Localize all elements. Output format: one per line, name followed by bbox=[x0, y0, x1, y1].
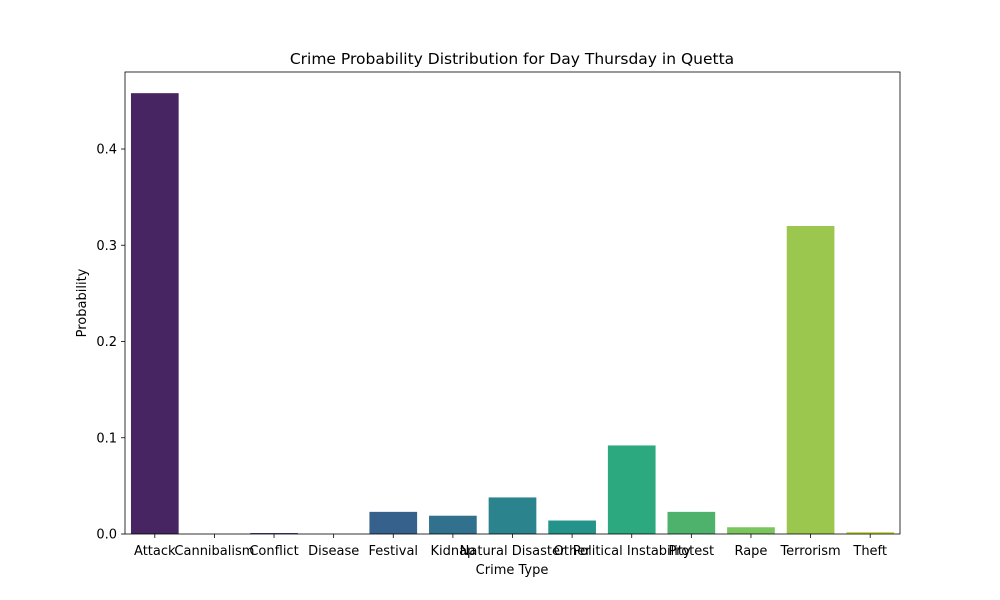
x-tick-label: Natural Disaster bbox=[460, 544, 566, 559]
bar-festival bbox=[369, 511, 418, 534]
x-tick-label: Kidnap bbox=[430, 544, 475, 559]
x-tick-label: Cannibalism bbox=[174, 544, 254, 559]
y-tick-label: 0.2 bbox=[96, 335, 117, 350]
x-tick-label: Political Instability bbox=[573, 544, 691, 559]
bar-natural-disaster bbox=[488, 497, 537, 534]
y-tick-label: 0.4 bbox=[96, 143, 117, 158]
x-tick-label: Rape bbox=[734, 544, 767, 559]
x-tick-label: Terrorism bbox=[779, 544, 840, 559]
x-tick-label: Other bbox=[554, 544, 592, 559]
x-tick-label: Attack bbox=[134, 544, 176, 559]
bar-other bbox=[548, 520, 596, 534]
x-axis-label: Crime Type bbox=[476, 563, 549, 578]
y-tick-label: 0.0 bbox=[96, 528, 117, 543]
bar-rape bbox=[727, 527, 775, 534]
x-tick-label: Protest bbox=[669, 544, 715, 559]
x-tick-label: Theft bbox=[852, 544, 887, 559]
bar-protest bbox=[667, 511, 716, 534]
bar-attack bbox=[130, 93, 179, 535]
y-axis-label: Probability bbox=[75, 268, 90, 337]
chart-title: Crime Probability Distribution for Day T… bbox=[290, 50, 734, 68]
bar-terrorism bbox=[786, 226, 835, 534]
x-tick-label: Festival bbox=[369, 544, 419, 559]
bar-theft bbox=[846, 532, 895, 534]
bar-kidnap bbox=[429, 515, 477, 534]
x-tick-label: Conflict bbox=[249, 544, 298, 559]
y-tick-label: 0.1 bbox=[96, 431, 117, 446]
y-tick-label: 0.3 bbox=[96, 239, 117, 254]
x-tick-label: Disease bbox=[308, 544, 359, 559]
bar-political-instability bbox=[607, 445, 656, 534]
bar-conflict bbox=[250, 533, 298, 534]
plot-area: 0.0 0.1 0.2 0.3 0.4 AttackCannibalismConflict… bbox=[96, 71, 901, 559]
